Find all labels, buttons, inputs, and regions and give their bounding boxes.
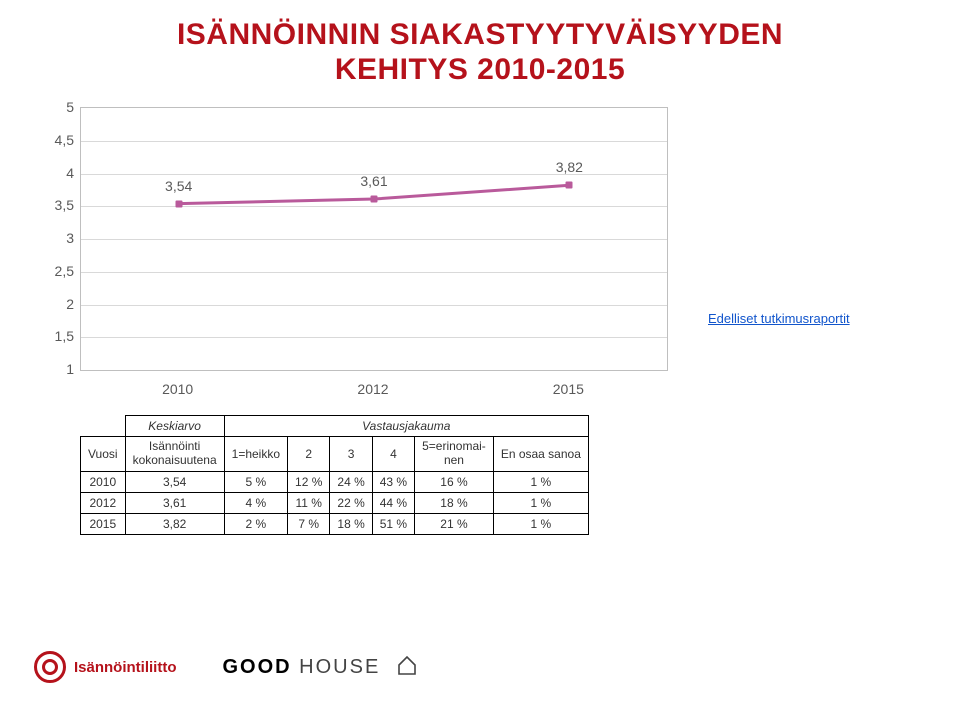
table-cell: 3,82 <box>125 513 224 534</box>
data-marker <box>371 196 378 203</box>
y-axis-label: 2,5 <box>34 263 74 279</box>
table-cell: 51 % <box>372 513 414 534</box>
previous-reports-link[interactable]: Edelliset tutkimusraportit <box>708 311 850 326</box>
th-eos: En osaa sanoa <box>493 437 588 472</box>
table-cell: 43 % <box>372 471 414 492</box>
table-cell: 1 % <box>493 492 588 513</box>
y-axis-label: 4,5 <box>34 132 74 148</box>
brand2a: GOOD <box>223 656 292 678</box>
table-cell: 1 % <box>493 471 588 492</box>
th-5: 5=erinomai-nen <box>415 437 494 472</box>
table-cell: 3,61 <box>125 492 224 513</box>
th-4: 4 <box>372 437 414 472</box>
table-cell: 24 % <box>330 471 372 492</box>
table-cell: 3,54 <box>125 471 224 492</box>
chart: 3,543,613,82 11,522,533,544,552010201220… <box>34 101 674 397</box>
th-isannointi: Isännöintikokonaisuutena <box>125 437 224 472</box>
y-axis-label: 3 <box>34 230 74 246</box>
th-vastausjakauma: Vastausjakauma <box>224 416 588 437</box>
table-cell: 2010 <box>81 471 126 492</box>
y-axis-label: 1 <box>34 361 74 377</box>
table-cell: 44 % <box>372 492 414 513</box>
th-3: 3 <box>330 437 372 472</box>
brand1-text: Isännöintiliitto <box>74 659 177 676</box>
table-row: 20153,822 %7 %18 %51 %21 %1 % <box>81 513 589 534</box>
table-cell: 22 % <box>330 492 372 513</box>
table-cell: 2015 <box>81 513 126 534</box>
table-cell: 18 % <box>415 492 494 513</box>
table-cell: 2 % <box>224 513 287 534</box>
title-line2: KEHITYS 2010-2015 <box>335 53 625 86</box>
value-label: 3,54 <box>165 178 192 194</box>
table-cell: 7 % <box>288 513 330 534</box>
th-keskiarvo: Keskiarvo <box>125 416 224 437</box>
value-label: 3,82 <box>556 159 583 175</box>
table-row: 20103,545 %12 %24 %43 %16 %1 % <box>81 471 589 492</box>
house-icon <box>396 655 418 675</box>
table-cell: 12 % <box>288 471 330 492</box>
table-cell: 2012 <box>81 492 126 513</box>
data-table: Keskiarvo Vastausjakauma Vuosi Isännöint… <box>80 415 589 535</box>
table-cell: 4 % <box>224 492 287 513</box>
ring-icon <box>34 651 66 683</box>
value-label: 3,61 <box>360 173 387 189</box>
title-line1: ISÄNNÖINNIN SIAKASTYYTYVÄISYYDEN <box>177 18 783 51</box>
table-row: 20123,614 %11 %22 %44 %18 %1 % <box>81 492 589 513</box>
y-axis-label: 3,5 <box>34 197 74 213</box>
y-axis-label: 5 <box>34 99 74 115</box>
data-marker <box>175 200 182 207</box>
y-axis-label: 2 <box>34 296 74 312</box>
y-axis-label: 1,5 <box>34 328 74 344</box>
table-cell: 5 % <box>224 471 287 492</box>
table-cell: 11 % <box>288 492 330 513</box>
y-axis-label: 4 <box>34 165 74 181</box>
x-axis-label: 2012 <box>357 381 388 397</box>
table-cell: 16 % <box>415 471 494 492</box>
table-cell: 21 % <box>415 513 494 534</box>
table-cell: 1 % <box>493 513 588 534</box>
line-series <box>81 108 667 370</box>
x-axis-label: 2010 <box>162 381 193 397</box>
isannointiliitto-logo: Isännöintiliitto <box>34 651 177 683</box>
th-vuosi: Vuosi <box>81 437 126 472</box>
footer: Isännöintiliitto GOOD HOUSE <box>34 651 418 683</box>
plot-area: 3,54 3,61 3,82 <box>80 107 668 371</box>
th-2: 2 <box>288 437 330 472</box>
brand2b: HOUSE <box>292 656 381 678</box>
data-marker <box>566 182 573 189</box>
table-cell: 18 % <box>330 513 372 534</box>
x-axis-label: 2015 <box>553 381 584 397</box>
th-1: 1=heikko <box>224 437 287 472</box>
goodhouse-logo: GOOD HOUSE <box>223 655 418 679</box>
page-title: ISÄNNÖINNIN SIAKASTYYTYVÄISYYDEN KEHITYS… <box>34 18 926 87</box>
